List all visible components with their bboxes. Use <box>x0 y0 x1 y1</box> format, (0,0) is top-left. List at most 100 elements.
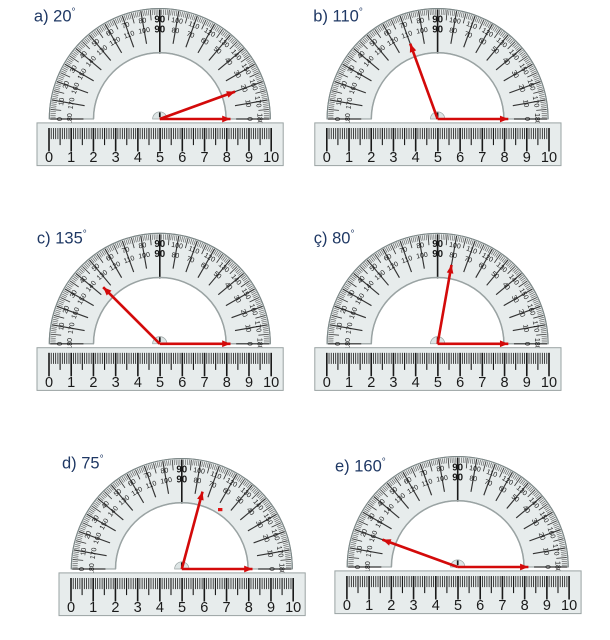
svg-text:10: 10 <box>243 324 251 333</box>
svg-text:5: 5 <box>454 598 462 614</box>
svg-text:6: 6 <box>456 150 464 166</box>
svg-text:9: 9 <box>267 600 275 616</box>
svg-text:10: 10 <box>58 322 66 331</box>
svg-text:0: 0 <box>45 150 53 166</box>
svg-text:0: 0 <box>355 565 362 569</box>
svg-text:1: 1 <box>345 375 353 391</box>
svg-text:10: 10 <box>541 150 557 166</box>
svg-text:9: 9 <box>523 375 531 391</box>
svg-text:90: 90 <box>154 249 165 260</box>
svg-text:3: 3 <box>112 375 120 391</box>
svg-text:9: 9 <box>245 375 253 391</box>
svg-text:4: 4 <box>156 600 164 616</box>
svg-text:80: 80 <box>436 465 445 473</box>
svg-text:8: 8 <box>521 598 529 614</box>
svg-text:7: 7 <box>498 598 506 614</box>
svg-text:0: 0 <box>323 150 331 166</box>
svg-text:10: 10 <box>265 549 273 558</box>
svg-text:90: 90 <box>432 249 443 260</box>
svg-text:2: 2 <box>89 150 97 166</box>
svg-text:10: 10 <box>80 547 88 556</box>
svg-text:9: 9 <box>543 598 551 614</box>
svg-text:10: 10 <box>336 322 344 331</box>
svg-text:8: 8 <box>223 375 231 391</box>
svg-text:10: 10 <box>521 99 529 108</box>
svg-text:0: 0 <box>335 342 342 346</box>
svg-text:0: 0 <box>79 567 86 571</box>
svg-text:6: 6 <box>456 375 464 391</box>
svg-text:1: 1 <box>67 375 75 391</box>
svg-text:1: 1 <box>67 150 75 166</box>
svg-text:10: 10 <box>521 324 529 333</box>
svg-text:0: 0 <box>57 342 64 346</box>
svg-text:8: 8 <box>501 375 509 391</box>
svg-text:6: 6 <box>178 150 186 166</box>
svg-text:8: 8 <box>223 150 231 166</box>
svg-text:80: 80 <box>449 252 458 260</box>
svg-text:7: 7 <box>478 375 486 391</box>
svg-text:10: 10 <box>263 150 279 166</box>
svg-text:5: 5 <box>156 375 164 391</box>
svg-text:1: 1 <box>89 600 97 616</box>
svg-text:5: 5 <box>434 375 442 391</box>
svg-text:9: 9 <box>245 150 253 166</box>
svg-text:0: 0 <box>523 117 530 121</box>
svg-text:0: 0 <box>343 598 351 614</box>
svg-text:10: 10 <box>58 97 66 106</box>
svg-text:10: 10 <box>336 97 344 106</box>
svg-text:6: 6 <box>178 375 186 391</box>
svg-text:3: 3 <box>389 375 397 391</box>
svg-text:0: 0 <box>45 375 53 391</box>
svg-text:5: 5 <box>156 150 164 166</box>
svg-text:80: 80 <box>171 252 180 260</box>
svg-text:0: 0 <box>245 342 252 346</box>
svg-text:0: 0 <box>323 375 331 391</box>
svg-text:10: 10 <box>285 600 301 616</box>
svg-text:0: 0 <box>543 565 550 569</box>
svg-text:1: 1 <box>345 150 353 166</box>
svg-text:8: 8 <box>501 150 509 166</box>
svg-text:80: 80 <box>416 242 425 250</box>
svg-text:2: 2 <box>111 600 119 616</box>
svg-text:80: 80 <box>469 475 478 483</box>
svg-text:9: 9 <box>523 150 531 166</box>
svg-text:0: 0 <box>57 117 64 121</box>
svg-text:90: 90 <box>452 472 463 483</box>
svg-text:2: 2 <box>367 375 375 391</box>
svg-text:10: 10 <box>263 375 279 391</box>
svg-text:4: 4 <box>432 598 440 614</box>
svg-text:4: 4 <box>412 375 420 391</box>
svg-text:80: 80 <box>171 27 180 35</box>
svg-text:80: 80 <box>138 17 147 25</box>
svg-text:2: 2 <box>89 375 97 391</box>
svg-text:3: 3 <box>410 598 418 614</box>
svg-text:90: 90 <box>154 24 165 35</box>
svg-text:8: 8 <box>245 600 253 616</box>
svg-text:0: 0 <box>523 342 530 346</box>
svg-text:5: 5 <box>434 150 442 166</box>
svg-text:5: 5 <box>178 600 186 616</box>
svg-text:7: 7 <box>223 600 231 616</box>
svg-text:7: 7 <box>478 150 486 166</box>
svg-text:80: 80 <box>449 27 458 35</box>
svg-text:2: 2 <box>387 598 395 614</box>
svg-text:0: 0 <box>67 600 75 616</box>
svg-text:4: 4 <box>134 375 142 391</box>
svg-text:3: 3 <box>389 150 397 166</box>
svg-text:4: 4 <box>412 150 420 166</box>
svg-text:7: 7 <box>201 150 209 166</box>
svg-text:10: 10 <box>561 598 577 614</box>
svg-text:0: 0 <box>245 117 252 121</box>
svg-text:80: 80 <box>160 467 169 475</box>
svg-text:3: 3 <box>134 600 142 616</box>
svg-text:3: 3 <box>112 150 120 166</box>
svg-text:1: 1 <box>365 598 373 614</box>
svg-text:80: 80 <box>416 17 425 25</box>
svg-text:7: 7 <box>201 375 209 391</box>
svg-text:6: 6 <box>476 598 484 614</box>
svg-text:10: 10 <box>356 545 364 554</box>
svg-text:10: 10 <box>243 99 251 108</box>
svg-text:2: 2 <box>367 150 375 166</box>
svg-text:0: 0 <box>335 117 342 121</box>
svg-text:6: 6 <box>200 600 208 616</box>
